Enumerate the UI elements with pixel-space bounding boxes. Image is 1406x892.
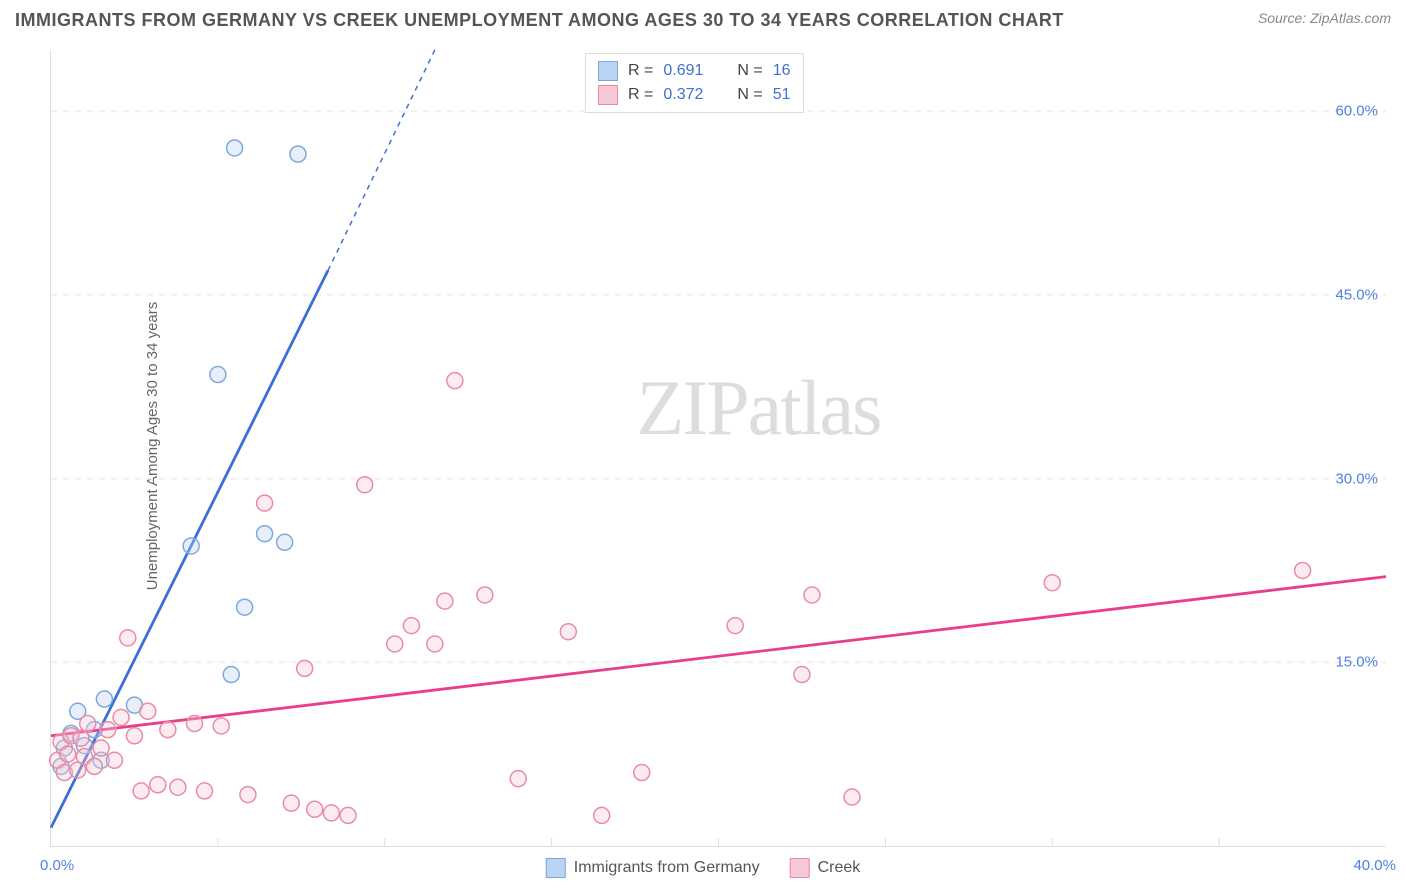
y-axis-tick-label: 30.0% [1335, 470, 1378, 487]
source-link[interactable]: ZipAtlas.com [1310, 10, 1391, 26]
y-axis-tick-label: 45.0% [1335, 286, 1378, 303]
legend-item-germany: Immigrants from Germany [546, 858, 760, 878]
legend-swatch-germany [546, 858, 566, 878]
corr-n-label: N = [737, 62, 762, 80]
corr-r-value: 0.372 [663, 86, 703, 104]
legend-item-creek: Creek [790, 858, 861, 878]
corr-r-value: 0.691 [663, 62, 703, 80]
legend-swatch-creek [790, 858, 810, 878]
chart-svg [51, 50, 1386, 846]
x-axis-legend: Immigrants from Germany Creek [546, 858, 861, 878]
legend-label-creek: Creek [818, 859, 861, 877]
source-prefix: Source: [1258, 10, 1310, 26]
correlation-legend-box: R = 0.691 N = 16 R = 0.372 N = 51 [585, 53, 804, 113]
chart-header: IMMIGRANTS FROM GERMANY VS CREEK UNEMPLO… [15, 10, 1391, 31]
legend-label-germany: Immigrants from Germany [574, 859, 760, 877]
corr-n-label: N = [737, 86, 762, 104]
chart-plot-area: ZIPatlas R =0.691N =16R =0.372N =51 15.0… [50, 50, 1386, 847]
y-axis-tick-label: 60.0% [1335, 103, 1378, 120]
corr-r-label: R = [628, 86, 653, 104]
corr-swatch-icon [598, 85, 618, 105]
x-axis-tick-end: 40.0% [1353, 857, 1396, 874]
corr-swatch-icon [598, 61, 618, 81]
chart-title: IMMIGRANTS FROM GERMANY VS CREEK UNEMPLO… [15, 10, 1064, 31]
source-attribution: Source: ZipAtlas.com [1258, 10, 1391, 26]
correlation-row: R = 0.691 N = 16 [598, 59, 791, 83]
correlation-row: R = 0.372 N = 51 [598, 83, 791, 107]
corr-r-label: R = [628, 62, 653, 80]
corr-n-value: 16 [773, 62, 791, 80]
x-axis-tick-origin: 0.0% [40, 857, 74, 874]
corr-n-value: 51 [773, 86, 791, 104]
y-axis-tick-label: 15.0% [1335, 654, 1378, 671]
